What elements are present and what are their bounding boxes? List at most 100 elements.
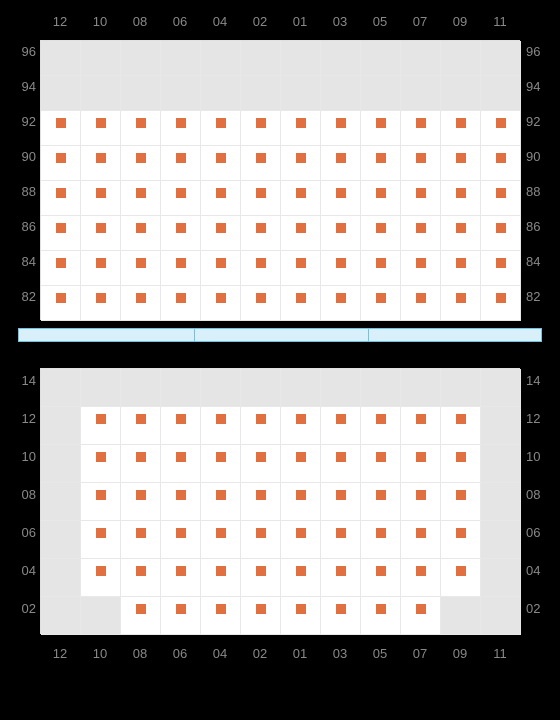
seat-cell[interactable] <box>401 251 441 286</box>
seat-cell[interactable] <box>281 521 321 559</box>
seat-cell[interactable] <box>241 251 281 286</box>
seat-cell[interactable] <box>241 597 281 635</box>
seat-cell[interactable] <box>321 521 361 559</box>
seat-cell[interactable] <box>441 146 481 181</box>
seat-cell[interactable] <box>281 181 321 216</box>
seat-cell[interactable] <box>121 181 161 216</box>
seat-cell[interactable] <box>41 216 81 251</box>
seat-cell[interactable] <box>281 286 321 321</box>
seat-cell[interactable] <box>241 216 281 251</box>
seat-cell[interactable] <box>81 111 121 146</box>
seat-cell[interactable] <box>361 286 401 321</box>
seat-cell[interactable] <box>121 559 161 597</box>
seat-cell[interactable] <box>121 483 161 521</box>
seat-cell[interactable] <box>281 597 321 635</box>
seat-cell[interactable] <box>241 483 281 521</box>
seat-cell[interactable] <box>401 146 441 181</box>
seat-cell[interactable] <box>81 216 121 251</box>
seat-cell[interactable] <box>321 181 361 216</box>
seat-cell[interactable] <box>281 483 321 521</box>
seat-cell[interactable] <box>321 146 361 181</box>
seat-cell[interactable] <box>481 181 521 216</box>
seat-cell[interactable] <box>161 146 201 181</box>
seat-cell[interactable] <box>321 483 361 521</box>
seat-cell[interactable] <box>41 111 81 146</box>
seat-cell[interactable] <box>281 559 321 597</box>
seat-cell[interactable] <box>161 445 201 483</box>
seat-cell[interactable] <box>241 445 281 483</box>
seat-cell[interactable] <box>321 407 361 445</box>
seat-cell[interactable] <box>121 286 161 321</box>
seat-cell[interactable] <box>201 521 241 559</box>
seat-cell[interactable] <box>441 445 481 483</box>
seat-cell[interactable] <box>201 251 241 286</box>
seat-cell[interactable] <box>321 251 361 286</box>
seat-cell[interactable] <box>161 597 201 635</box>
seat-cell[interactable] <box>401 181 441 216</box>
seat-cell[interactable] <box>481 146 521 181</box>
seat-cell[interactable] <box>241 559 281 597</box>
seat-cell[interactable] <box>201 216 241 251</box>
seat-cell[interactable] <box>241 181 281 216</box>
seat-cell[interactable] <box>161 559 201 597</box>
seat-cell[interactable] <box>361 111 401 146</box>
seat-cell[interactable] <box>401 483 441 521</box>
seat-cell[interactable] <box>401 407 441 445</box>
seat-cell[interactable] <box>441 111 481 146</box>
seat-cell[interactable] <box>361 445 401 483</box>
seat-cell[interactable] <box>361 216 401 251</box>
seat-cell[interactable] <box>121 146 161 181</box>
seat-cell[interactable] <box>281 251 321 286</box>
seat-cell[interactable] <box>361 597 401 635</box>
seat-cell[interactable] <box>241 111 281 146</box>
seat-cell[interactable] <box>361 483 401 521</box>
seat-cell[interactable] <box>201 445 241 483</box>
seat-cell[interactable] <box>81 181 121 216</box>
seat-cell[interactable] <box>441 216 481 251</box>
seat-cell[interactable] <box>481 286 521 321</box>
seat-cell[interactable] <box>161 521 201 559</box>
seat-cell[interactable] <box>401 559 441 597</box>
seat-cell[interactable] <box>401 597 441 635</box>
seat-cell[interactable] <box>161 286 201 321</box>
seat-cell[interactable] <box>321 216 361 251</box>
seat-cell[interactable] <box>161 407 201 445</box>
seat-cell[interactable] <box>201 146 241 181</box>
seat-cell[interactable] <box>361 521 401 559</box>
seat-cell[interactable] <box>81 251 121 286</box>
seat-cell[interactable] <box>281 111 321 146</box>
seat-cell[interactable] <box>241 407 281 445</box>
seat-cell[interactable] <box>121 597 161 635</box>
seat-cell[interactable] <box>241 286 281 321</box>
seat-cell[interactable] <box>201 111 241 146</box>
seat-cell[interactable] <box>81 521 121 559</box>
seat-cell[interactable] <box>441 559 481 597</box>
seat-cell[interactable] <box>161 216 201 251</box>
seat-cell[interactable] <box>441 286 481 321</box>
seat-cell[interactable] <box>121 216 161 251</box>
seat-cell[interactable] <box>361 559 401 597</box>
seat-cell[interactable] <box>481 251 521 286</box>
seat-cell[interactable] <box>161 181 201 216</box>
seat-cell[interactable] <box>321 286 361 321</box>
seat-cell[interactable] <box>281 445 321 483</box>
seat-cell[interactable] <box>81 146 121 181</box>
seat-cell[interactable] <box>441 407 481 445</box>
seat-cell[interactable] <box>321 111 361 146</box>
seat-cell[interactable] <box>201 597 241 635</box>
seat-cell[interactable] <box>41 251 81 286</box>
seat-cell[interactable] <box>401 445 441 483</box>
seat-cell[interactable] <box>361 407 401 445</box>
seat-cell[interactable] <box>401 286 441 321</box>
seat-cell[interactable] <box>201 483 241 521</box>
seat-cell[interactable] <box>361 181 401 216</box>
seat-cell[interactable] <box>321 597 361 635</box>
seat-cell[interactable] <box>401 521 441 559</box>
seat-cell[interactable] <box>361 146 401 181</box>
seat-cell[interactable] <box>161 111 201 146</box>
seat-cell[interactable] <box>401 216 441 251</box>
seat-cell[interactable] <box>441 251 481 286</box>
seat-cell[interactable] <box>201 559 241 597</box>
seat-cell[interactable] <box>41 181 81 216</box>
seat-cell[interactable] <box>321 559 361 597</box>
